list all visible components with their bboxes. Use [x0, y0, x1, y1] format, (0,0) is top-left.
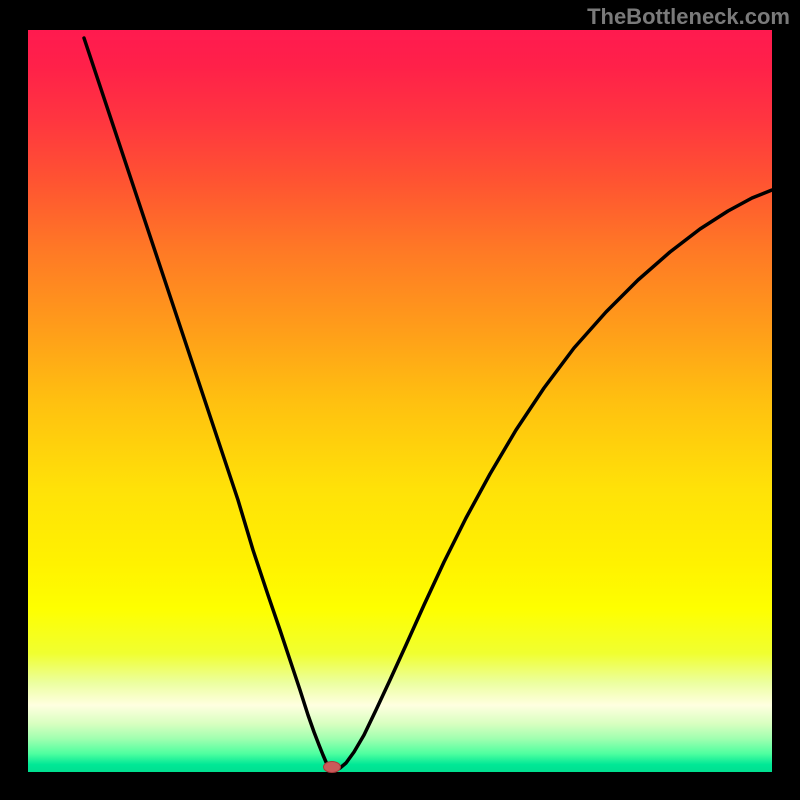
watermark-text: TheBottleneck.com — [587, 4, 790, 30]
optimal-point-marker — [323, 761, 341, 773]
bottleneck-curve — [28, 30, 772, 772]
plot-area — [28, 30, 772, 772]
curve-path — [84, 38, 772, 770]
